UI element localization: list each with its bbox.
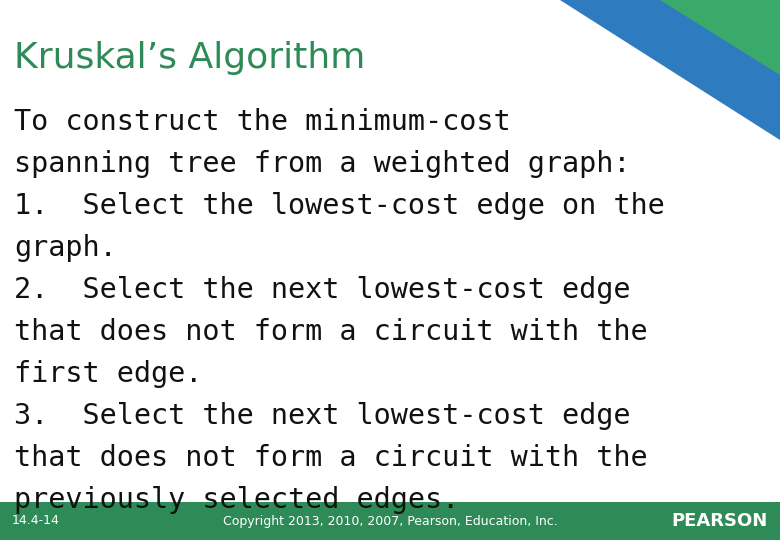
- Polygon shape: [660, 0, 780, 75]
- Text: 14.4-14: 14.4-14: [12, 515, 60, 528]
- Text: spanning tree from a weighted graph:: spanning tree from a weighted graph:: [14, 150, 630, 178]
- Text: previously selected edges.: previously selected edges.: [14, 486, 459, 514]
- Text: PEARSON: PEARSON: [672, 512, 768, 530]
- Text: Copyright 2013, 2010, 2007, Pearson, Education, Inc.: Copyright 2013, 2010, 2007, Pearson, Edu…: [222, 515, 558, 528]
- Text: first edge.: first edge.: [14, 360, 202, 388]
- Bar: [0, 502, 780, 540]
- Text: graph.: graph.: [14, 234, 117, 262]
- Text: that does not form a circuit with the: that does not form a circuit with the: [14, 318, 647, 346]
- Text: 1.  Select the lowest-cost edge on the: 1. Select the lowest-cost edge on the: [14, 192, 665, 220]
- Text: Kruskal’s Algorithm: Kruskal’s Algorithm: [14, 41, 365, 75]
- Text: 3.  Select the next lowest-cost edge: 3. Select the next lowest-cost edge: [14, 402, 630, 430]
- Text: To construct the minimum-cost: To construct the minimum-cost: [14, 108, 511, 136]
- Text: 2.  Select the next lowest-cost edge: 2. Select the next lowest-cost edge: [14, 276, 630, 304]
- Text: that does not form a circuit with the: that does not form a circuit with the: [14, 444, 647, 472]
- Polygon shape: [560, 0, 780, 140]
